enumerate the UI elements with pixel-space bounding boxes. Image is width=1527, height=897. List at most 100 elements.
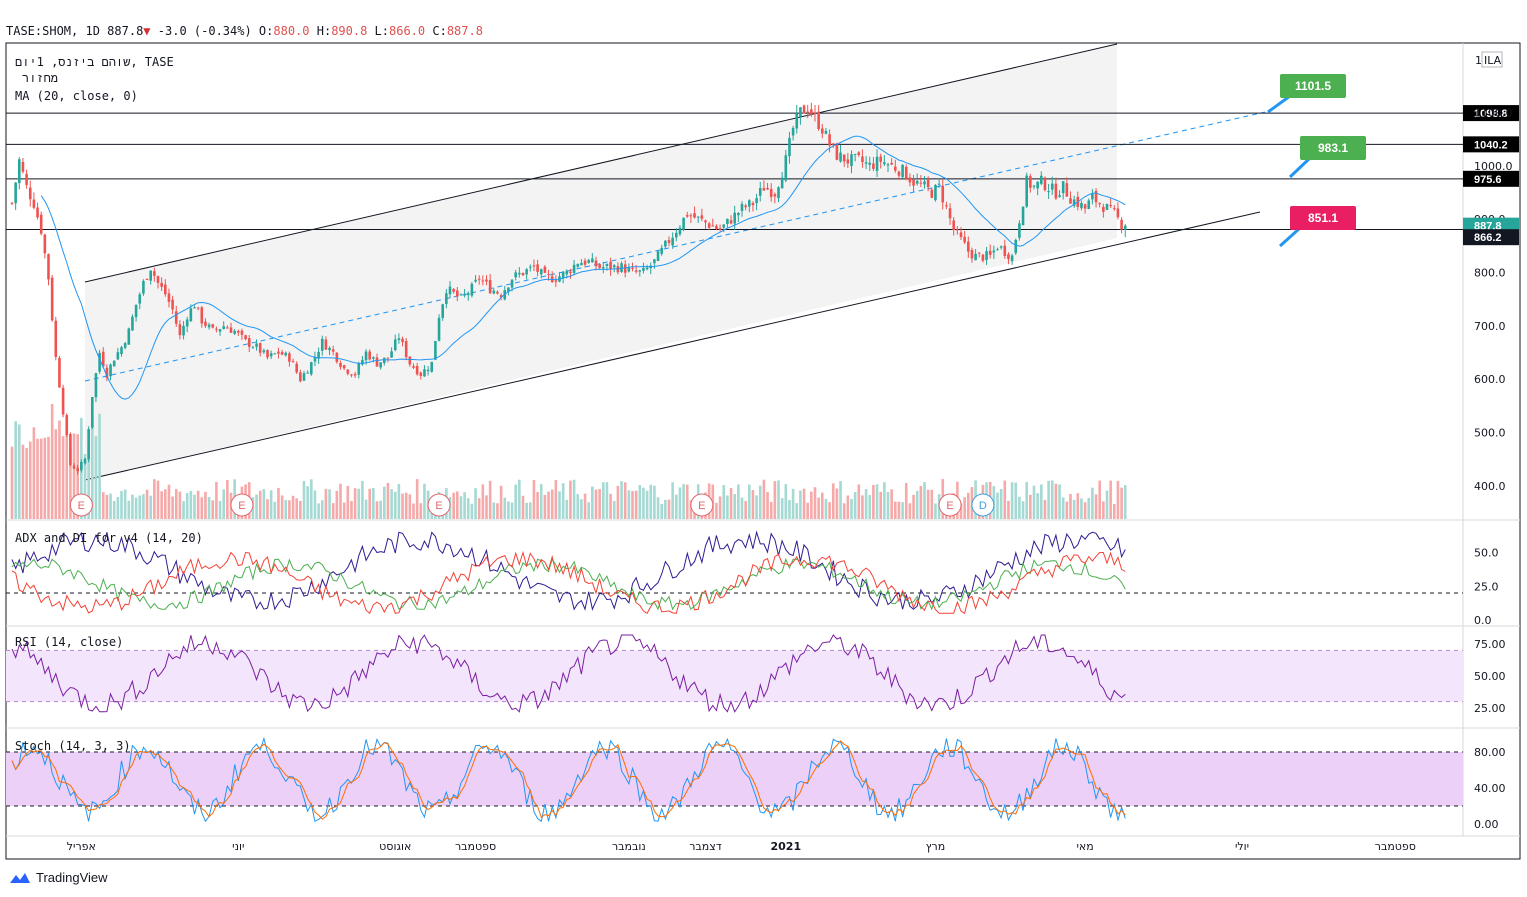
candle-body bbox=[448, 286, 452, 295]
volume-bar bbox=[678, 487, 682, 519]
candle-body bbox=[32, 199, 36, 208]
candle-body bbox=[1098, 203, 1101, 205]
currency-badge[interactable] bbox=[1481, 51, 1503, 68]
candle-body bbox=[247, 338, 251, 347]
volume-bar bbox=[824, 498, 828, 519]
candle-body bbox=[740, 203, 744, 211]
volume-bar bbox=[853, 492, 857, 519]
interval[interactable]: 1D bbox=[85, 24, 100, 38]
event-marker bbox=[971, 493, 995, 517]
volume-bar bbox=[653, 485, 656, 519]
volume-bar bbox=[912, 494, 915, 519]
candle-body bbox=[368, 351, 371, 360]
candle-body bbox=[335, 352, 339, 363]
price-tick: 800.0 bbox=[1474, 267, 1506, 280]
candle-body bbox=[207, 324, 211, 328]
volume-bar bbox=[269, 490, 273, 519]
volume-bar bbox=[572, 479, 576, 519]
volume-bar bbox=[470, 503, 474, 519]
candle-body bbox=[1054, 183, 1058, 199]
time-axis[interactable]: אפריל יוני אוגוסט ספטמבר נובמבר דצמבר 2021 מרץ מ… bbox=[67, 840, 1416, 853]
stoch-tick: 0.00 bbox=[1474, 818, 1499, 831]
volume-bar bbox=[525, 502, 528, 519]
candle-body bbox=[890, 162, 893, 165]
volume-bar bbox=[831, 483, 835, 519]
volume-bar bbox=[576, 494, 580, 519]
symbol-name[interactable]: TASE:SHOM, bbox=[6, 24, 79, 38]
price-axis[interactable]: 400.0500.0600.0700.0800.0900.01000.01100… bbox=[1463, 106, 1519, 493]
candle-body bbox=[514, 272, 517, 278]
candle-body bbox=[295, 363, 298, 373]
volume-bar bbox=[1029, 494, 1032, 519]
candle-body bbox=[116, 352, 120, 360]
volume-bar bbox=[1040, 484, 1043, 519]
volume-bar bbox=[675, 494, 678, 519]
volume-bar bbox=[386, 482, 390, 519]
stoch-d-line bbox=[11, 740, 1126, 820]
volume-bar bbox=[923, 482, 926, 519]
volume-bar bbox=[919, 486, 923, 519]
candle-body bbox=[912, 179, 915, 186]
volume-bar bbox=[215, 482, 218, 519]
candle-body bbox=[1072, 199, 1076, 206]
candle-body bbox=[1050, 183, 1054, 190]
candle-body bbox=[80, 462, 83, 471]
candle-body bbox=[821, 128, 824, 134]
parallel-channel[interactable] bbox=[84, 43, 1266, 481]
candle-body bbox=[664, 240, 667, 247]
volume-bar bbox=[1087, 497, 1091, 519]
candle-body bbox=[872, 163, 875, 169]
candle-body bbox=[894, 166, 897, 171]
stoch-legend: Stoch (14, 3, 3) bbox=[15, 739, 131, 753]
candle-body bbox=[496, 291, 499, 294]
candle-body bbox=[853, 153, 857, 155]
candle-body bbox=[1040, 175, 1043, 184]
candle-body bbox=[744, 205, 747, 208]
volume-bar bbox=[561, 483, 565, 519]
volume-bar bbox=[76, 434, 79, 519]
chart-frame bbox=[5, 42, 1521, 860]
volume-bar bbox=[105, 494, 109, 519]
candle-body bbox=[799, 107, 802, 117]
price-callouts[interactable]: 1101.5 983.1 851.1 bbox=[1267, 74, 1366, 248]
volume-bar bbox=[324, 488, 328, 519]
rsi-line bbox=[11, 634, 1126, 713]
candle-body bbox=[587, 260, 590, 263]
candle-body bbox=[795, 113, 799, 129]
tradingview-logo[interactable]: TradingView bbox=[8, 870, 108, 885]
candle-body bbox=[299, 372, 302, 382]
candle-body bbox=[529, 266, 532, 268]
candle-body bbox=[109, 364, 112, 377]
volume-bar bbox=[299, 500, 302, 519]
volume-bar bbox=[178, 491, 182, 519]
candle-body bbox=[339, 362, 342, 367]
candle-body bbox=[156, 276, 160, 283]
volume-bar bbox=[897, 501, 901, 519]
candle-body bbox=[222, 326, 225, 329]
callout-label: 983.1 bbox=[1318, 141, 1348, 155]
candle-body bbox=[14, 182, 17, 204]
stoch-tick: 40.00 bbox=[1474, 782, 1506, 795]
candle-body bbox=[999, 246, 1003, 248]
level-label-bg bbox=[1463, 105, 1519, 122]
volume-bar bbox=[383, 486, 386, 519]
candle-body bbox=[423, 369, 426, 377]
volume-bar bbox=[284, 500, 288, 519]
candle-body bbox=[138, 294, 142, 304]
candle-body bbox=[466, 293, 470, 296]
candle-body bbox=[988, 250, 992, 255]
candle-body bbox=[967, 241, 970, 252]
symbol-header: TASE:SHOM, 1D 887.8▼ -3.0 (-0.34%) O:880… bbox=[6, 24, 483, 38]
candle-body bbox=[547, 273, 550, 275]
volume-bar bbox=[769, 501, 773, 519]
volume-bar bbox=[25, 448, 28, 519]
candle-body bbox=[72, 465, 76, 469]
low-value: 866.0 bbox=[389, 24, 426, 38]
volume-bar bbox=[142, 494, 145, 519]
level-label: 1040.2 bbox=[1474, 139, 1508, 151]
candle-body bbox=[831, 143, 835, 145]
volume-bar bbox=[638, 485, 642, 519]
candle-body bbox=[251, 347, 255, 349]
